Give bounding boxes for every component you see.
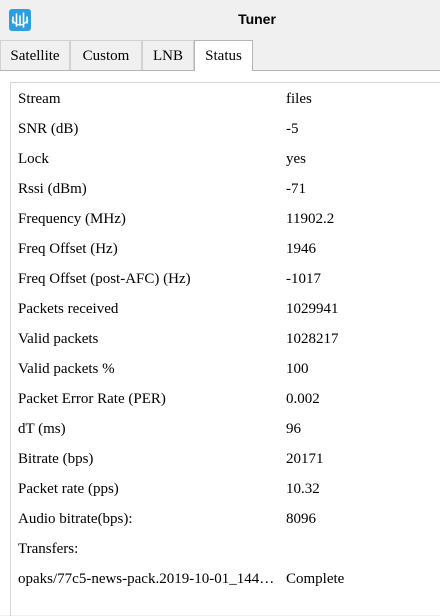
row-value: 1028217	[286, 331, 339, 347]
row-value: 10.32	[286, 481, 320, 497]
row-key: Packets received	[18, 301, 119, 317]
status-list: Stream files SNR (dB) -5 Lock yes Rssi (…	[10, 82, 440, 616]
row-value: 1029941	[286, 301, 339, 317]
row-value: 0.002	[286, 391, 320, 407]
status-row-valid-packets: Valid packets 1028217	[11, 324, 440, 354]
title-bar: Tuner	[0, 0, 440, 40]
status-row-packets-received: Packets received 1029941	[11, 294, 440, 324]
row-key: Valid packets %	[18, 361, 115, 377]
row-key: Rssi (dBm)	[18, 181, 87, 197]
status-row-freq-offset: Freq Offset (Hz) 1946	[11, 234, 440, 264]
status-row-per: Packet Error Rate (PER) 0.002	[11, 384, 440, 414]
status-row-snr: SNR (dB) -5	[11, 114, 440, 144]
tab-bar: Satellite Custom LNB Status	[0, 40, 440, 71]
row-value: 1946	[286, 241, 316, 257]
status-row-bitrate: Bitrate (bps) 20171	[11, 444, 440, 474]
transfer-row[interactable]: opaks/77c5-news-pack.2019-10-01_144… Com…	[11, 564, 440, 594]
status-row-lock: Lock yes	[11, 144, 440, 174]
row-key: Packet Error Rate (PER)	[18, 391, 166, 407]
window-title: Tuner	[238, 11, 276, 27]
row-key: Valid packets	[18, 331, 99, 347]
status-row-dt: dT (ms) 96	[11, 414, 440, 444]
status-row-valid-packets-pct: Valid packets % 100	[11, 354, 440, 384]
row-value: -71	[286, 181, 306, 197]
status-row-frequency: Frequency (MHz) 11902.2	[11, 204, 440, 234]
row-value: 100	[286, 361, 309, 377]
waveform-icon	[9, 9, 31, 31]
row-value: 8096	[286, 511, 316, 527]
row-key: dT (ms)	[18, 421, 66, 437]
transfer-status: Complete	[286, 571, 345, 587]
status-row-audio-bitrate: Audio bitrate(bps): 8096	[11, 504, 440, 534]
row-value: -1017	[286, 271, 321, 287]
row-key: SNR (dB)	[18, 121, 79, 137]
status-row-transfers: Transfers:	[11, 534, 440, 564]
status-row-freq-offset-post-afc: Freq Offset (post-AFC) (Hz) -1017	[11, 264, 440, 294]
row-value: 96	[286, 421, 301, 437]
row-value: 20171	[286, 451, 324, 467]
status-panel: Stream files SNR (dB) -5 Lock yes Rssi (…	[0, 70, 440, 616]
tab-custom[interactable]: Custom	[70, 40, 142, 70]
tab-lnb[interactable]: LNB	[142, 40, 194, 70]
row-key: Transfers:	[18, 541, 79, 557]
row-value: yes	[286, 151, 306, 167]
row-value: -5	[286, 121, 299, 137]
status-row-packet-rate: Packet rate (pps) 10.32	[11, 474, 440, 504]
tab-satellite[interactable]: Satellite	[0, 40, 70, 70]
row-key: Audio bitrate(bps):	[18, 511, 133, 527]
row-key: Bitrate (bps)	[18, 451, 94, 467]
transfer-filename: opaks/77c5-news-pack.2019-10-01_144…	[18, 571, 275, 587]
status-row-stream: Stream files	[11, 84, 440, 114]
row-key: Packet rate (pps)	[18, 481, 119, 497]
row-value: files	[286, 91, 312, 107]
row-key: Freq Offset (Hz)	[18, 241, 118, 257]
row-key: Freq Offset (post-AFC) (Hz)	[18, 271, 191, 287]
row-value: 11902.2	[286, 211, 335, 227]
tab-status[interactable]: Status	[194, 40, 253, 71]
row-key: Frequency (MHz)	[18, 211, 126, 227]
row-key: Lock	[18, 151, 49, 167]
row-key: Stream	[18, 91, 61, 107]
status-row-rssi: Rssi (dBm) -71	[11, 174, 440, 204]
